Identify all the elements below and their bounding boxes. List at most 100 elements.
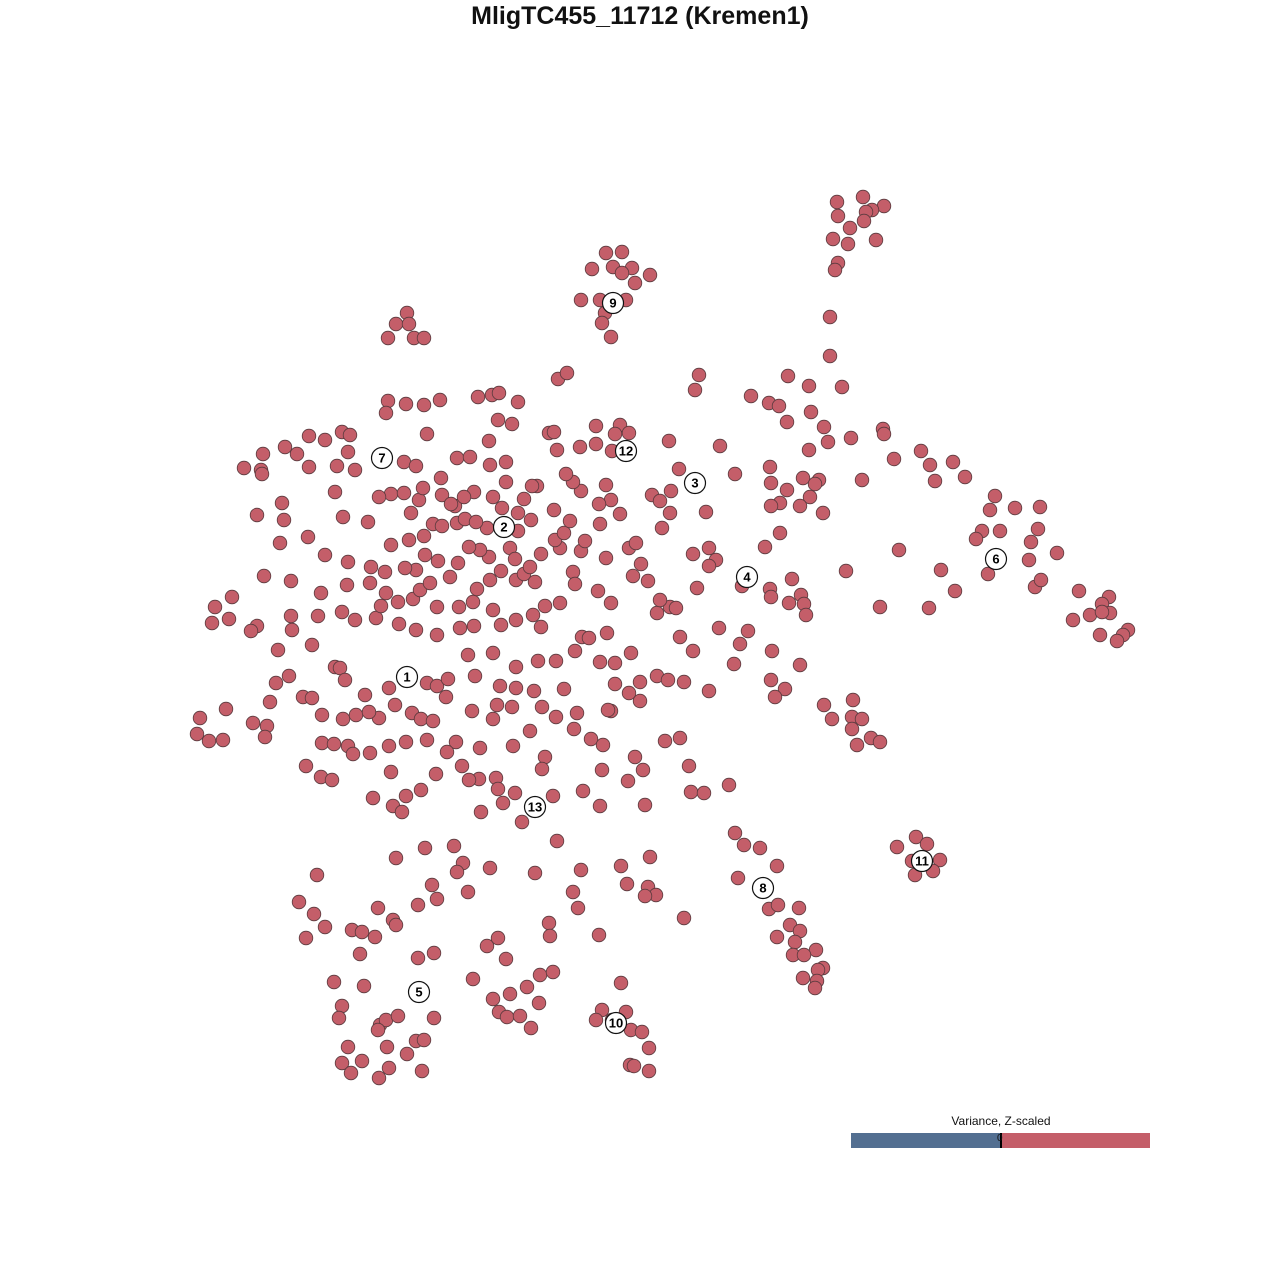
data-point [337,672,353,688]
data-point [313,585,329,601]
data-point [371,1070,387,1086]
data-point [980,566,996,582]
data-point [530,653,546,669]
data-point [641,1063,657,1079]
data-point [449,450,465,466]
data-point [584,261,600,277]
cluster-label-text: 8 [759,881,766,896]
data-point [326,736,342,752]
data-point [410,950,426,966]
data-point [565,564,581,580]
data-point [591,496,607,512]
data-point [598,245,614,261]
data-point [546,424,562,440]
legend-title: Variance, Z-scaled [951,1114,1051,1128]
data-point [567,576,583,592]
data-point [304,637,320,653]
data-point [769,929,785,945]
data-point [448,734,464,750]
data-point [334,604,350,620]
data-point [913,443,929,459]
cluster-label-7: 7 [370,446,394,470]
cluster-label-circle [601,291,625,315]
data-point [834,379,850,395]
data-point [224,589,240,605]
data-point [502,986,518,1002]
data-point [507,785,523,801]
cluster-label-2: 2 [492,515,516,539]
data-point [424,877,440,893]
data-point [792,498,808,514]
data-point [583,731,599,747]
data-point [757,539,773,555]
data-point [623,645,639,661]
cluster-label-text: 2 [500,520,507,535]
data-point [416,330,432,346]
data-point [304,690,320,706]
data-point [284,622,300,638]
cluster-label-circle [910,849,934,873]
data-point [414,1063,430,1079]
colorbar-legend: Variance, Z-scaled 0 [851,1114,1150,1148]
data-point [838,563,854,579]
data-point [370,900,386,916]
data-point [411,492,427,508]
data-point [573,483,589,499]
data-point [534,761,550,777]
cluster-label-circle [614,439,638,463]
data-point [388,917,404,933]
data-point [399,1046,415,1062]
data-point [566,721,582,737]
data-point [464,703,480,719]
data-point [767,689,783,705]
data-point [764,643,780,659]
data-point [314,707,330,723]
data-point [331,1010,347,1026]
data-point [419,732,435,748]
legend-positive-segment [1000,1133,1150,1148]
data-point [396,485,412,501]
data-point [1021,552,1037,568]
data-point [510,505,526,521]
data-point [207,599,223,615]
data-point [415,480,431,496]
data-point [556,681,572,697]
data-point [637,797,653,813]
data-point [317,919,333,935]
data-point [856,213,872,229]
data-point [595,737,611,753]
data-point [787,934,803,950]
data-point [363,559,379,575]
data-point [696,785,712,801]
data-point [340,444,356,460]
data-point [449,864,465,880]
data-point [822,348,838,364]
data-point [397,560,413,576]
data-point [567,643,583,659]
data-point [510,394,526,410]
data-point [652,493,668,509]
cluster-label-6: 6 [984,547,1008,571]
data-point [348,707,364,723]
data-point [314,735,330,751]
data-point [829,194,845,210]
data-point [947,583,963,599]
data-point [642,849,658,865]
data-point [816,419,832,435]
data-point [876,198,892,214]
data-point [361,704,377,720]
data-point [876,426,892,442]
data-point [1082,607,1098,623]
data-point [482,457,498,473]
data-point [1033,572,1049,588]
cluster-label-circle [683,471,707,495]
data-point [632,693,648,709]
data-point [603,329,619,345]
data-point [698,504,714,520]
data-point [598,477,614,493]
data-point [621,425,637,441]
data-point [485,711,501,727]
data-point [462,449,478,465]
data-point [845,692,861,708]
data-point [347,612,363,628]
